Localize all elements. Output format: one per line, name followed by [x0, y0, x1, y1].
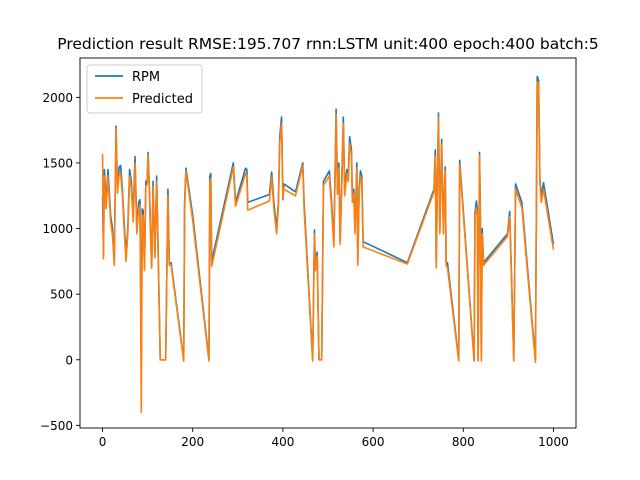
- x-tick-label: 800: [452, 435, 475, 449]
- chart-title: Prediction result RMSE:195.707 rnn:LSTM …: [57, 35, 599, 53]
- x-tick-label: 200: [181, 435, 204, 449]
- legend: RPM Predicted: [86, 64, 203, 114]
- legend-box: [86, 64, 203, 114]
- legend-label-predicted: Predicted: [132, 92, 193, 107]
- series-layer: [101, 75, 555, 414]
- y-axis-ticks: −500 0 500 1000 1500 2000: [40, 91, 80, 433]
- y-tick-label: 1500: [42, 156, 73, 170]
- y-tick-label: 0: [65, 353, 73, 367]
- y-tick-label: −500: [40, 419, 73, 433]
- series-line-predicted: [101, 80, 555, 414]
- y-tick-label: 1000: [42, 222, 73, 236]
- legend-label-rpm: RPM: [132, 70, 160, 85]
- y-tick-label: 2000: [42, 91, 73, 105]
- x-axis-ticks: 0 200 400 600 800 1000: [99, 428, 569, 449]
- plot-frame: [79, 57, 577, 429]
- x-tick-label: 600: [362, 435, 385, 449]
- x-tick-label: 1000: [538, 435, 569, 449]
- x-tick-label: 0: [99, 435, 107, 449]
- y-tick-label: 500: [50, 288, 73, 302]
- x-tick-label: 400: [271, 435, 294, 449]
